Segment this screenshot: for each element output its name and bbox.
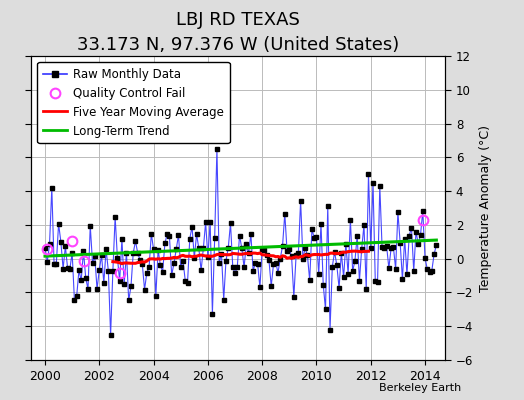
Legend: Raw Monthly Data, Quality Control Fail, Five Year Moving Average, Long-Term Tren: Raw Monthly Data, Quality Control Fail, … xyxy=(37,62,230,144)
Y-axis label: Temperature Anomaly (°C): Temperature Anomaly (°C) xyxy=(479,124,492,292)
Title: LBJ RD TEXAS
33.173 N, 97.376 W (United States): LBJ RD TEXAS 33.173 N, 97.376 W (United … xyxy=(78,12,399,54)
Text: Berkeley Earth: Berkeley Earth xyxy=(379,383,461,393)
